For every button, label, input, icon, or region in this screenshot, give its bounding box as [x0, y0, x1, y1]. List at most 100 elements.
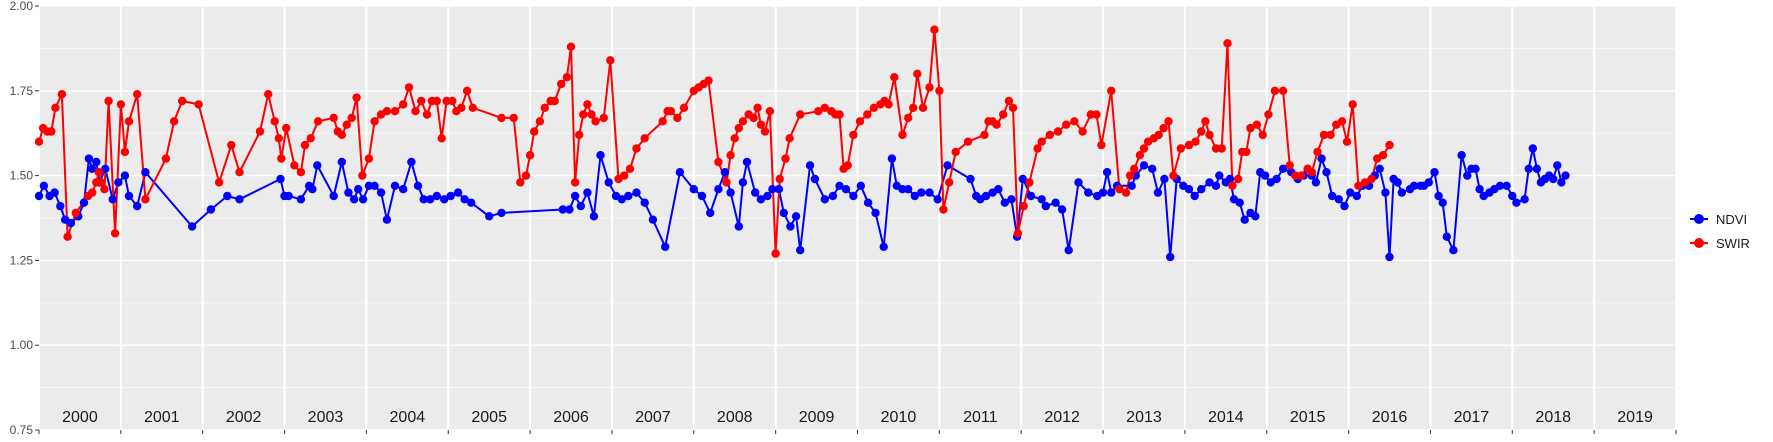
swir-point [1013, 229, 1023, 238]
year-label: 2014 [1208, 409, 1244, 426]
y-tick-label: 1.00 [10, 338, 34, 352]
swir-point [557, 79, 566, 89]
y-tick-label: 1.50 [10, 169, 34, 183]
ndvi-point [756, 195, 766, 204]
year-label: 2018 [1535, 409, 1571, 426]
ndvi-point [1457, 151, 1466, 160]
swir-point [1184, 140, 1194, 150]
ndvi-point [206, 205, 216, 214]
swir-point [939, 205, 948, 214]
ndvi-point [133, 201, 142, 211]
ndvi-point [933, 195, 942, 204]
ndvi-point [697, 191, 707, 201]
swir-point [1252, 120, 1262, 129]
ndvi-point [576, 201, 585, 211]
swir-point [358, 171, 367, 180]
ndvi-point [354, 185, 363, 194]
swir-point [1296, 171, 1306, 180]
ndvi-point [1037, 195, 1046, 204]
ndvi-point [1409, 181, 1419, 190]
year-label: 2003 [308, 409, 344, 426]
ndvi-point [604, 178, 613, 187]
swir-point [97, 178, 106, 187]
ndvi-point [453, 188, 463, 197]
swir-point [1246, 123, 1255, 133]
ndvi-point [1524, 164, 1533, 173]
year-label: 2006 [553, 409, 589, 426]
ndvi-point [66, 218, 76, 228]
swir-point [1270, 86, 1280, 96]
swir-point [1258, 130, 1267, 140]
swir-point [110, 229, 120, 238]
ndvi-point [565, 205, 574, 214]
swir-point [1097, 140, 1106, 150]
swir-point [390, 107, 400, 116]
ndvi-point [1007, 195, 1016, 204]
swir-point [462, 86, 472, 96]
swir-point [909, 103, 918, 113]
ndvi-point [1235, 198, 1244, 207]
swir-point [1125, 171, 1135, 180]
ndvi-point [640, 198, 649, 207]
ndvi-point [1397, 188, 1407, 197]
swir-point [562, 73, 572, 82]
ndvi-point [1098, 188, 1108, 197]
ndvi-point [446, 191, 455, 201]
swir-point [364, 154, 374, 163]
ndvi-point [1532, 164, 1542, 173]
swir-point [863, 110, 872, 119]
swir-point [1169, 171, 1178, 180]
swir-point [116, 100, 126, 109]
ndvi-point [1508, 191, 1517, 201]
ndvi-point [1225, 174, 1235, 184]
ndvi-point [56, 201, 65, 211]
swir-point [869, 103, 879, 113]
ndvi-point [1561, 171, 1570, 180]
ndvi-point [1424, 178, 1434, 187]
swir-point [855, 117, 865, 126]
swir-point [1033, 144, 1042, 153]
swir-point [497, 113, 506, 123]
swir-point [1176, 144, 1186, 153]
swir-point [579, 110, 588, 119]
ndvi-point [1139, 161, 1149, 170]
swir-point [141, 195, 150, 204]
year-label: 2004 [390, 409, 426, 426]
ndvi-point [1442, 232, 1452, 241]
year-label: 2005 [471, 409, 507, 426]
swir-point [1264, 110, 1273, 119]
ndvi-point [1211, 181, 1221, 190]
ndvi-point [1520, 195, 1529, 204]
ndvi-point [661, 242, 670, 251]
swir-point [1191, 137, 1200, 146]
swir-point [570, 178, 580, 187]
swir-point [1019, 201, 1028, 211]
ndvi-point [1260, 171, 1270, 180]
ndvi-point [187, 222, 197, 231]
ndvi-point [1205, 178, 1214, 187]
year-label: 2016 [1372, 409, 1408, 426]
swir-point [1342, 137, 1352, 146]
ndvi-point [1502, 181, 1511, 190]
swir-point [796, 110, 805, 119]
year-label: 2017 [1454, 409, 1490, 426]
ndvi-point [917, 188, 926, 197]
swir-point [535, 117, 545, 126]
swir-point [521, 171, 531, 180]
swir-point [227, 140, 236, 150]
swir-point [726, 151, 735, 160]
ndvi-point [1385, 252, 1394, 262]
swir-point [1070, 117, 1079, 126]
year-label: 2008 [717, 409, 753, 426]
ndvi-point [1018, 174, 1027, 184]
swir-point [1078, 127, 1087, 136]
ndvi-point [101, 164, 110, 173]
swir-point [347, 113, 356, 123]
ndvi-point [751, 188, 760, 197]
ndvi-point [1438, 198, 1447, 207]
ndvi-point [1512, 198, 1521, 207]
ndvi-point [1495, 181, 1505, 190]
swir-point [270, 117, 279, 126]
swir-point [730, 134, 739, 143]
